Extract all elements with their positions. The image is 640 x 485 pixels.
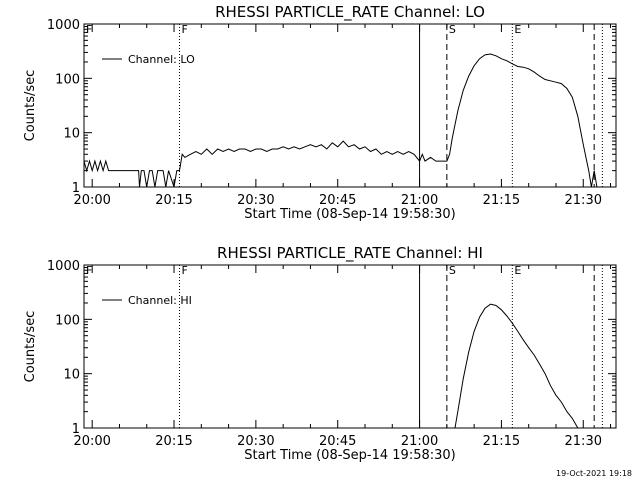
x-tick-label: 21:00 [401,193,438,208]
y-tick-label: 10 [63,368,80,383]
chart-title: RHESSI PARTICLE_RATE Channel: HI [217,244,483,263]
x-tick-label: 20:30 [237,434,274,449]
y-tick-label: 1 [72,422,80,437]
x-tick-label: 20:45 [319,193,356,208]
event-marker-label: S [449,264,456,277]
event-marker-label: E [514,23,521,36]
event-marker-label: F [181,23,187,36]
x-tick-label: 20:15 [155,434,192,449]
event-marker-label: F [181,264,187,277]
y-axis-label: Counts/sec [23,311,38,383]
x-axis-label: Start Time (08-Sep-14 19:58:30) [244,448,455,463]
x-tick-label: 20:15 [155,193,192,208]
event-marker-label: S [449,23,456,36]
hi-channel-panel: RHESSI PARTICLE_RATE Channel: HI 1 10 100 10… [23,244,617,463]
y-tick-label: 1000 [47,18,80,33]
y-tick-label: 100 [55,313,80,328]
y-tick-label: 100 [55,72,80,87]
y-tick-label: 1000 [47,259,80,274]
generation-timestamp: 19-Oct-2021 19:18 [556,469,632,478]
y-tick-label: 1 [72,181,80,196]
series-line [454,303,579,429]
event-marker-label: F [86,264,92,277]
legend-entry: Channel: LO [128,53,195,66]
x-tick-label: 21:30 [565,434,602,449]
x-axis-label: Start Time (08-Sep-14 19:58:30) [244,207,455,222]
x-tick-label: 20:00 [73,193,110,208]
legend-entry: Channel: HI [128,294,192,307]
chart-title: RHESSI PARTICLE_RATE Channel: LO [215,3,485,22]
x-tick-label: 21:15 [483,434,520,449]
x-tick-label: 20:00 [73,434,110,449]
x-tick-label: 20:30 [237,193,274,208]
x-tick-label: 21:15 [483,193,520,208]
x-tick-label: 21:00 [401,434,438,449]
series-line [83,53,600,188]
y-tick-label: 10 [63,127,80,142]
lo-channel-panel: RHESSI PARTICLE_RATE Channel: LO 1 10 100 10… [23,3,617,222]
event-marker-label: E [514,264,521,277]
y-axis-label: Counts/sec [23,70,38,142]
x-tick-label: 20:45 [319,434,356,449]
event-marker-label: F [86,23,92,36]
x-tick-label: 21:30 [565,193,602,208]
